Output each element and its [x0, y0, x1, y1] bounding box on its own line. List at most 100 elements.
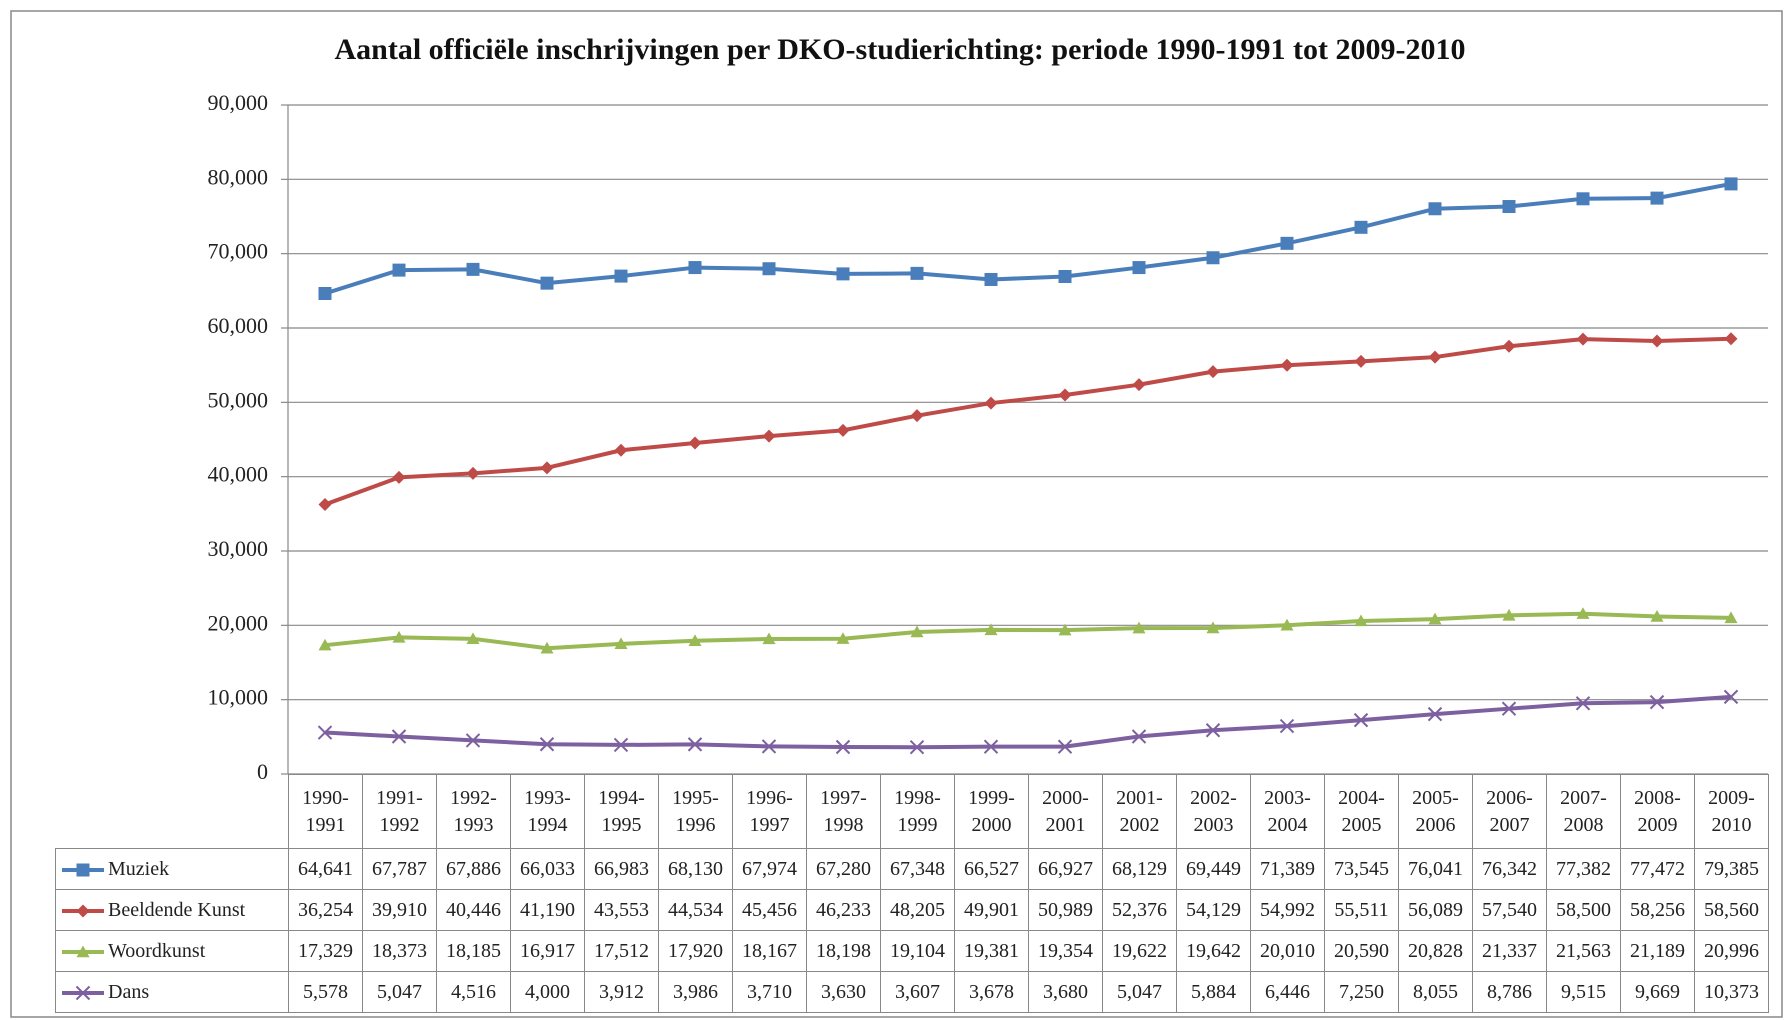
series-line	[324, 181, 1732, 296]
data-label: 17,920	[658, 930, 733, 972]
data-label: 66,927	[1028, 848, 1103, 890]
chart-border	[10, 10, 1783, 1018]
data-label: 8,786	[1472, 971, 1547, 1013]
data-label: 67,280	[806, 848, 881, 890]
data-label: 3,680	[1028, 971, 1103, 1013]
marker	[688, 634, 702, 646]
data-label: 20,010	[1250, 930, 1325, 972]
marker	[1206, 621, 1220, 634]
marker	[1649, 694, 1665, 710]
data-label: 4,516	[436, 971, 511, 1013]
x-tick-label: 2001-2002	[1102, 774, 1177, 849]
data-label: 3,678	[954, 971, 1029, 1013]
data-label: 43,553	[584, 889, 659, 931]
marker	[1280, 618, 1294, 631]
marker	[466, 632, 480, 645]
marker	[1280, 236, 1294, 250]
data-label: 41,190	[510, 889, 585, 931]
data-label: 68,130	[658, 848, 733, 890]
marker	[1354, 614, 1368, 627]
data-label: 44,534	[658, 889, 733, 931]
header-row: 1990-1991 1991-1992 1992-1993 1993-1994 1994…	[55, 774, 1769, 849]
y-tick-label: 10,000	[208, 685, 269, 710]
marker	[1206, 251, 1220, 265]
marker	[1576, 607, 1590, 619]
marker	[910, 625, 924, 638]
marker	[540, 461, 554, 475]
x-tick-label: 2004-2005	[1324, 774, 1399, 849]
data-label: 5,884	[1176, 971, 1251, 1013]
chart-title: Aantal officiële inschrijvingen per DKO-…	[334, 33, 1465, 66]
marker	[318, 287, 332, 301]
legend-key	[62, 904, 104, 918]
data-label: 73,545	[1324, 848, 1399, 890]
data-label: 58,256	[1620, 889, 1695, 931]
data-label: 4,000	[510, 971, 585, 1013]
legend-label: Beeldende Kunst	[108, 898, 246, 921]
legend-label: Woordkunst	[108, 939, 206, 962]
legend-key	[62, 945, 104, 958]
marker	[688, 436, 702, 450]
marker	[910, 266, 924, 280]
marker	[1058, 270, 1072, 284]
y-tick-label: 0	[257, 759, 268, 784]
data-label: 58,560	[1694, 889, 1769, 931]
marker	[1132, 621, 1146, 634]
marker	[1501, 701, 1517, 716]
marker	[391, 729, 407, 744]
series-line	[324, 611, 1732, 651]
data-label: 7,250	[1324, 971, 1399, 1013]
legend-label: Dans	[108, 980, 150, 1003]
y-tick-label: 80,000	[208, 164, 269, 189]
marker	[318, 498, 332, 512]
data-label: 56,089	[1398, 889, 1473, 931]
marker	[687, 737, 703, 752]
data-label: 57,540	[1472, 889, 1547, 931]
y-tick-label: 30,000	[208, 536, 269, 561]
marker	[1131, 729, 1147, 744]
marker	[910, 409, 924, 423]
marker	[392, 470, 406, 484]
marker	[392, 263, 406, 277]
x-tick-label: 1997-1998	[806, 774, 881, 849]
data-label: 48,205	[880, 889, 955, 931]
marker	[1057, 739, 1073, 754]
series-row: Muziek 64,641 67,787 67,886 66,033 66,983 68,1…	[55, 848, 1769, 890]
data-label: 21,337	[1472, 930, 1547, 972]
marker	[909, 739, 925, 755]
x-tick-label: 1991-1992	[362, 774, 437, 849]
y-tick-label: 20,000	[208, 610, 269, 635]
data-label: 66,983	[584, 848, 659, 890]
data-label: 9,669	[1620, 971, 1695, 1013]
marker	[1428, 202, 1442, 216]
data-label: 19,354	[1028, 930, 1103, 972]
data-label: 3,986	[658, 971, 733, 1013]
marker	[1132, 261, 1146, 275]
marker	[1650, 609, 1664, 622]
data-label: 9,515	[1546, 971, 1621, 1013]
marker	[1502, 200, 1516, 214]
marker	[1502, 339, 1516, 353]
data-label: 19,104	[880, 930, 955, 972]
data-label: 5,047	[362, 971, 437, 1013]
data-label: 18,185	[436, 930, 511, 972]
data-label: 45,456	[732, 889, 807, 931]
data-label: 21,563	[1546, 930, 1621, 972]
marker	[539, 737, 555, 752]
legend-label: Muziek	[108, 857, 170, 880]
data-label: 6,446	[1250, 971, 1325, 1013]
legend-key	[62, 863, 104, 877]
y-tick-label: 90,000	[208, 90, 269, 115]
data-label: 20,828	[1398, 930, 1473, 972]
marker	[613, 737, 629, 753]
marker	[762, 262, 776, 276]
series-line	[324, 694, 1732, 750]
data-label: 3,630	[806, 971, 881, 1013]
marker	[1354, 220, 1368, 234]
marker	[1279, 718, 1295, 734]
marker	[836, 423, 850, 437]
marker	[1723, 689, 1739, 705]
data-label: 55,511	[1324, 889, 1399, 931]
x-tick-label: 2009-2010	[1694, 774, 1769, 849]
data-table: 1990-1991 1991-1992 1992-1993 1993-1994 1994…	[55, 774, 1769, 1013]
